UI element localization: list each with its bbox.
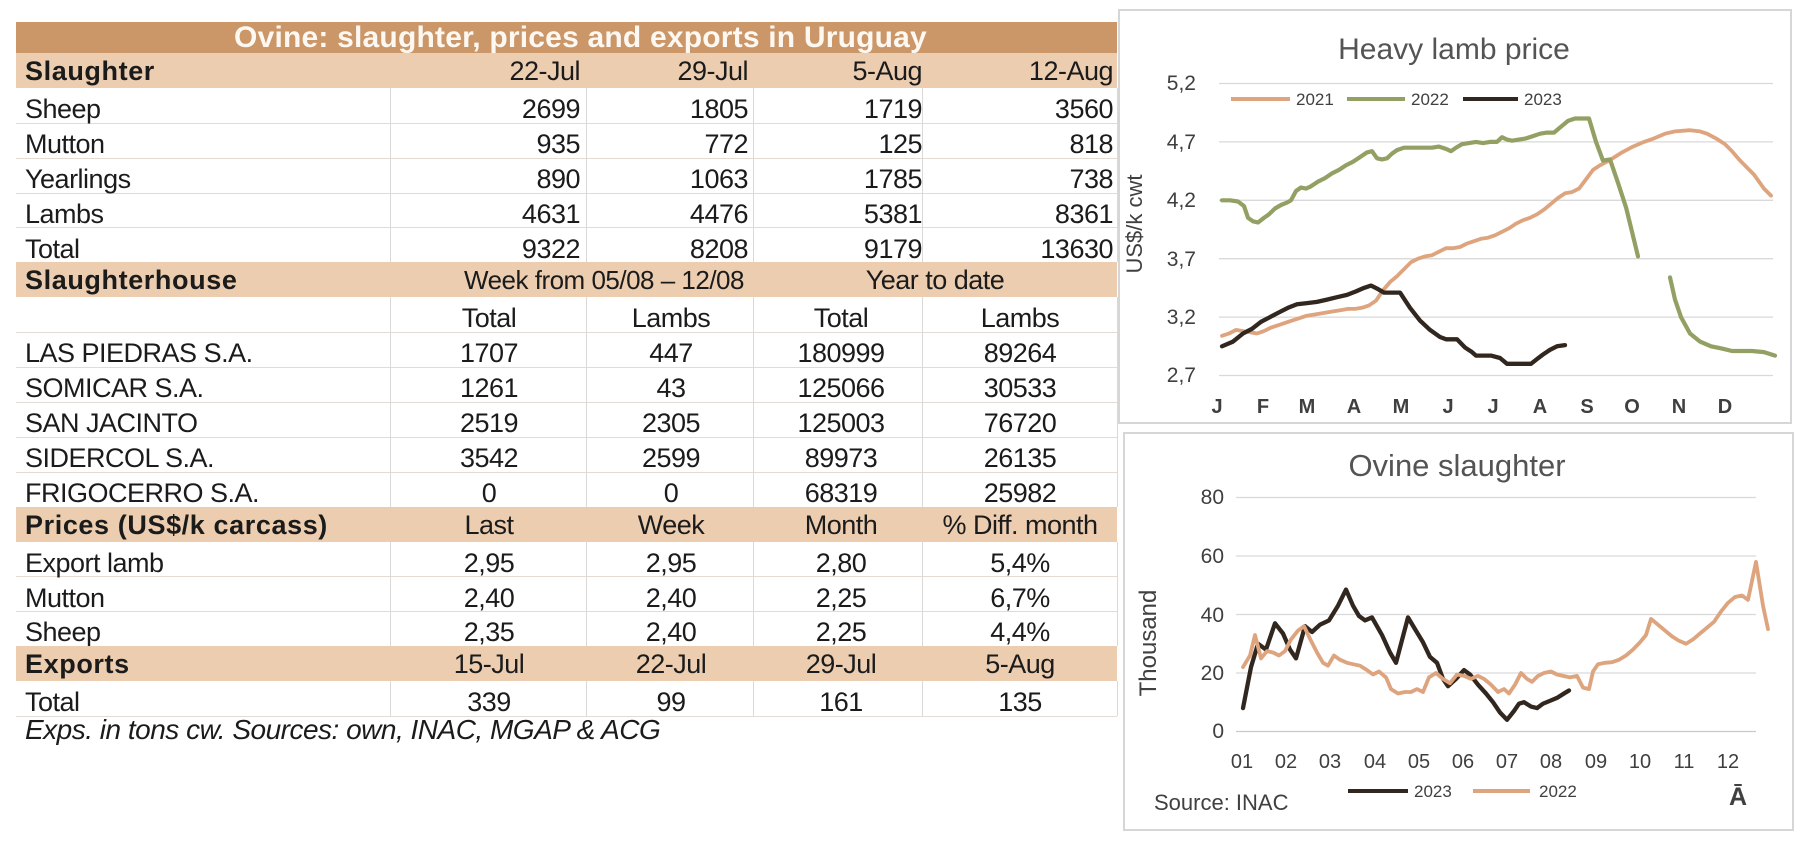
svg-text:0: 0 xyxy=(1212,720,1224,743)
svg-text:2022: 2022 xyxy=(1411,90,1449,109)
svg-text:80: 80 xyxy=(1201,486,1224,509)
svg-text:US$/k cwt: US$/k cwt xyxy=(1122,174,1147,273)
svg-text:N: N xyxy=(1672,396,1686,418)
svg-text:11: 11 xyxy=(1674,751,1695,773)
svg-text:3,7: 3,7 xyxy=(1167,248,1196,271)
svg-text:Source: INAC: Source: INAC xyxy=(1154,790,1289,815)
svg-text:O: O xyxy=(1624,396,1640,418)
svg-text:01: 01 xyxy=(1231,751,1253,773)
svg-text:60: 60 xyxy=(1201,545,1224,568)
svg-text:10: 10 xyxy=(1629,751,1651,773)
svg-text:Heavy lamb price: Heavy lamb price xyxy=(1338,33,1570,66)
svg-text:3,2: 3,2 xyxy=(1167,306,1196,329)
svg-text:4,7: 4,7 xyxy=(1167,131,1196,154)
svg-text:2023: 2023 xyxy=(1524,90,1562,109)
svg-text:05: 05 xyxy=(1408,751,1430,773)
svg-text:20: 20 xyxy=(1201,662,1224,685)
svg-text:J: J xyxy=(1211,396,1222,418)
svg-text:12: 12 xyxy=(1717,751,1739,773)
svg-text:03: 03 xyxy=(1319,751,1341,773)
svg-text:A: A xyxy=(1533,396,1547,418)
svg-text:Ovine slaughter: Ovine slaughter xyxy=(1348,448,1565,483)
svg-text:5,2: 5,2 xyxy=(1167,72,1196,95)
svg-text:D: D xyxy=(1718,396,1732,418)
svg-text:J: J xyxy=(1442,396,1453,418)
svg-text:Thousand: Thousand xyxy=(1135,590,1162,697)
svg-text:08: 08 xyxy=(1540,751,1562,773)
svg-text:M: M xyxy=(1393,396,1410,418)
svg-text:A: A xyxy=(1347,396,1361,418)
svg-text:04: 04 xyxy=(1364,751,1386,773)
svg-text:40: 40 xyxy=(1201,604,1224,627)
svg-text:4,2: 4,2 xyxy=(1167,189,1196,212)
svg-text:M: M xyxy=(1299,396,1316,418)
svg-text:F: F xyxy=(1257,396,1269,418)
svg-text:2022: 2022 xyxy=(1539,782,1577,801)
svg-text:J: J xyxy=(1487,396,1498,418)
svg-text:06: 06 xyxy=(1452,751,1474,773)
svg-text:09: 09 xyxy=(1585,751,1607,773)
svg-text:2023: 2023 xyxy=(1414,782,1452,801)
svg-text:2021: 2021 xyxy=(1296,90,1334,109)
svg-text:Ā: Ā xyxy=(1729,783,1747,811)
svg-text:S: S xyxy=(1580,396,1593,418)
svg-text:02: 02 xyxy=(1275,751,1297,773)
svg-text:07: 07 xyxy=(1496,751,1518,773)
svg-text:2,7: 2,7 xyxy=(1167,364,1196,387)
